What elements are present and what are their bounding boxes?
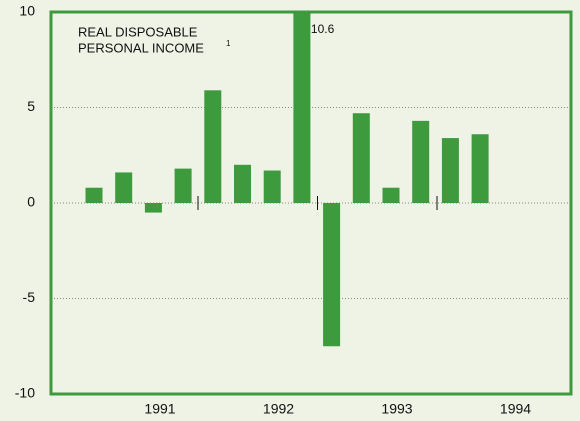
bar <box>352 113 370 203</box>
bar <box>174 168 192 203</box>
x-tick-label: 1992 <box>263 401 294 417</box>
bar <box>263 170 281 203</box>
bar <box>293 12 311 204</box>
bar <box>471 134 489 203</box>
x-tick-label: 1994 <box>500 401 531 417</box>
footnote-marker: 1 <box>226 39 231 48</box>
bar <box>441 138 459 203</box>
chart-title: REAL DISPOSABLE <box>78 24 198 39</box>
y-tick-label: 10 <box>19 3 35 19</box>
bar <box>115 172 133 203</box>
y-tick-label: -5 <box>23 289 36 305</box>
value-label: 10.6 <box>311 22 335 36</box>
bar <box>323 203 341 347</box>
y-tick-label: 0 <box>27 194 35 210</box>
bar <box>204 90 222 203</box>
plot-frame <box>49 10 573 396</box>
x-tick-label: 1993 <box>381 401 412 417</box>
bar <box>144 203 162 213</box>
bar <box>85 187 103 203</box>
chart-title: PERSONAL INCOME <box>78 40 204 55</box>
y-tick-label: -10 <box>15 385 35 401</box>
x-tick-label: 1991 <box>144 401 175 417</box>
bar <box>382 187 400 203</box>
bar <box>412 120 430 203</box>
bar <box>234 164 251 203</box>
y-tick-label: 5 <box>27 98 35 114</box>
